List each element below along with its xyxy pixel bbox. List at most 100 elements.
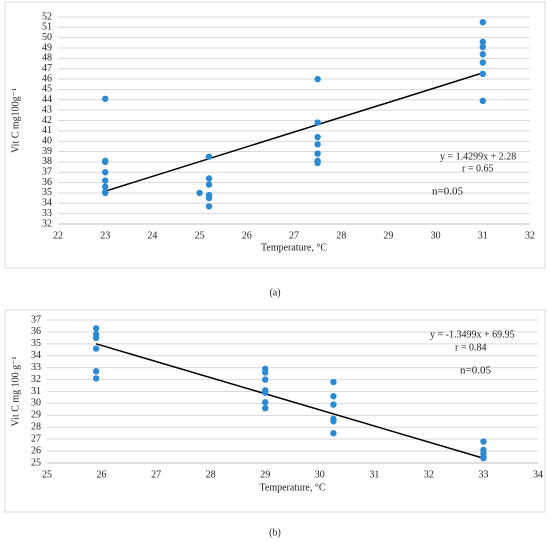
- y-tick-label: 49: [42, 42, 52, 53]
- annotation: r = 0.84: [455, 342, 486, 353]
- x-tick-label: 27: [289, 230, 299, 241]
- y-tick-label: 25: [31, 457, 41, 468]
- point: [262, 399, 269, 406]
- chart-frame: [4, 1, 546, 269]
- point: [205, 153, 213, 160]
- x-tick-label: 26: [242, 230, 252, 241]
- point: [92, 375, 100, 382]
- caption: (b): [269, 527, 281, 538]
- y-tick-label: 50: [42, 32, 52, 43]
- x-tick-label: 26: [97, 469, 107, 480]
- y-tick-label: 35: [42, 187, 52, 198]
- point: [262, 376, 269, 383]
- point: [479, 51, 486, 58]
- annotation: r = 0.65: [462, 163, 493, 174]
- trendline: [104, 72, 484, 192]
- point: [314, 141, 321, 148]
- y-tick-label: 30: [31, 398, 41, 409]
- x-tick-label: 28: [206, 469, 216, 480]
- x-tick-label: 31: [478, 230, 488, 241]
- annotation: y = -1.3499x + 69.95: [430, 329, 515, 340]
- point: [330, 401, 337, 408]
- y-tick-label: 41: [42, 125, 52, 136]
- y-tick-label: 37: [42, 167, 52, 178]
- x-tick-label: 25: [42, 469, 52, 480]
- point: [479, 59, 486, 66]
- y-tick-label: 40: [42, 135, 52, 146]
- point: [102, 183, 109, 190]
- x-tick-label: 31: [369, 469, 379, 480]
- x-tick-label: 23: [100, 230, 110, 241]
- y-tick-label: 26: [31, 445, 41, 456]
- y-tick-label: 32: [31, 374, 41, 385]
- y-tick-label: 43: [42, 104, 52, 115]
- point: [330, 378, 337, 386]
- y-tick-label: 29: [31, 410, 41, 421]
- y-tick-label: 37: [31, 314, 41, 325]
- y-tick-label: 42: [42, 115, 52, 126]
- x-tick-label: 24: [147, 230, 157, 241]
- y-tick-label: 27: [31, 433, 41, 444]
- point: [205, 181, 213, 188]
- y-tick-label: 48: [42, 53, 52, 64]
- y-tick-label: 51: [42, 22, 52, 33]
- point: [330, 430, 337, 437]
- point: [479, 43, 486, 51]
- point: [205, 203, 213, 210]
- y-tick-label: 45: [42, 84, 52, 95]
- point: [314, 119, 321, 126]
- point: [314, 75, 321, 83]
- point: [314, 133, 321, 141]
- x-tick-label: 29: [260, 469, 270, 480]
- y-tick-label: 33: [42, 208, 52, 219]
- y-tick-label: 34: [31, 350, 41, 361]
- x-tick-label: 30: [315, 469, 325, 480]
- x-tick-label: 25: [195, 230, 205, 241]
- point: [314, 150, 321, 157]
- y-tick-label: 34: [42, 198, 52, 209]
- chart-frame: [4, 309, 546, 513]
- y-tick-label: 31: [31, 386, 41, 397]
- annotation: n=0.05: [432, 186, 463, 198]
- x-tick-label: 32: [424, 469, 434, 480]
- point: [330, 393, 337, 400]
- x-tick-label: 32: [525, 230, 535, 241]
- point: [92, 345, 100, 352]
- annotation: n=0.05: [460, 365, 491, 377]
- point: [102, 169, 109, 176]
- annotation: y = 1.4299x + 2.28: [440, 151, 516, 162]
- x-tick-label: 29: [383, 230, 393, 241]
- y-axis-label: Vit C mg 100 g⁻¹: [10, 357, 21, 427]
- y-tick-label: 28: [31, 422, 41, 433]
- point: [262, 389, 269, 396]
- x-tick-label: 28: [336, 230, 346, 241]
- x-axis-label: Temperature, °C: [261, 242, 327, 253]
- y-tick-label: 36: [31, 326, 41, 337]
- x-axis-label: Temperature, °C: [259, 482, 325, 493]
- point: [262, 369, 269, 376]
- point: [102, 158, 109, 166]
- y-tick-label: 47: [42, 63, 52, 74]
- caption: (a): [269, 287, 280, 298]
- x-tick-label: 34: [533, 469, 543, 480]
- point: [92, 325, 100, 332]
- y-tick-label: 32: [42, 218, 52, 229]
- point: [479, 70, 486, 78]
- point: [479, 18, 486, 26]
- point: [102, 95, 109, 102]
- point: [92, 334, 100, 342]
- point: [479, 97, 486, 105]
- y-axis-label: Vit C mg100g⁻¹: [10, 88, 21, 153]
- point: [480, 438, 487, 445]
- point: [102, 189, 109, 197]
- y-tick-label: 52: [42, 11, 52, 22]
- x-tick-label: 30: [431, 230, 441, 241]
- point: [205, 175, 213, 182]
- point: [314, 159, 321, 167]
- point: [480, 455, 487, 462]
- x-tick-label: 33: [478, 469, 488, 480]
- y-tick-label: 33: [31, 362, 41, 373]
- point: [92, 368, 100, 375]
- point: [330, 418, 337, 425]
